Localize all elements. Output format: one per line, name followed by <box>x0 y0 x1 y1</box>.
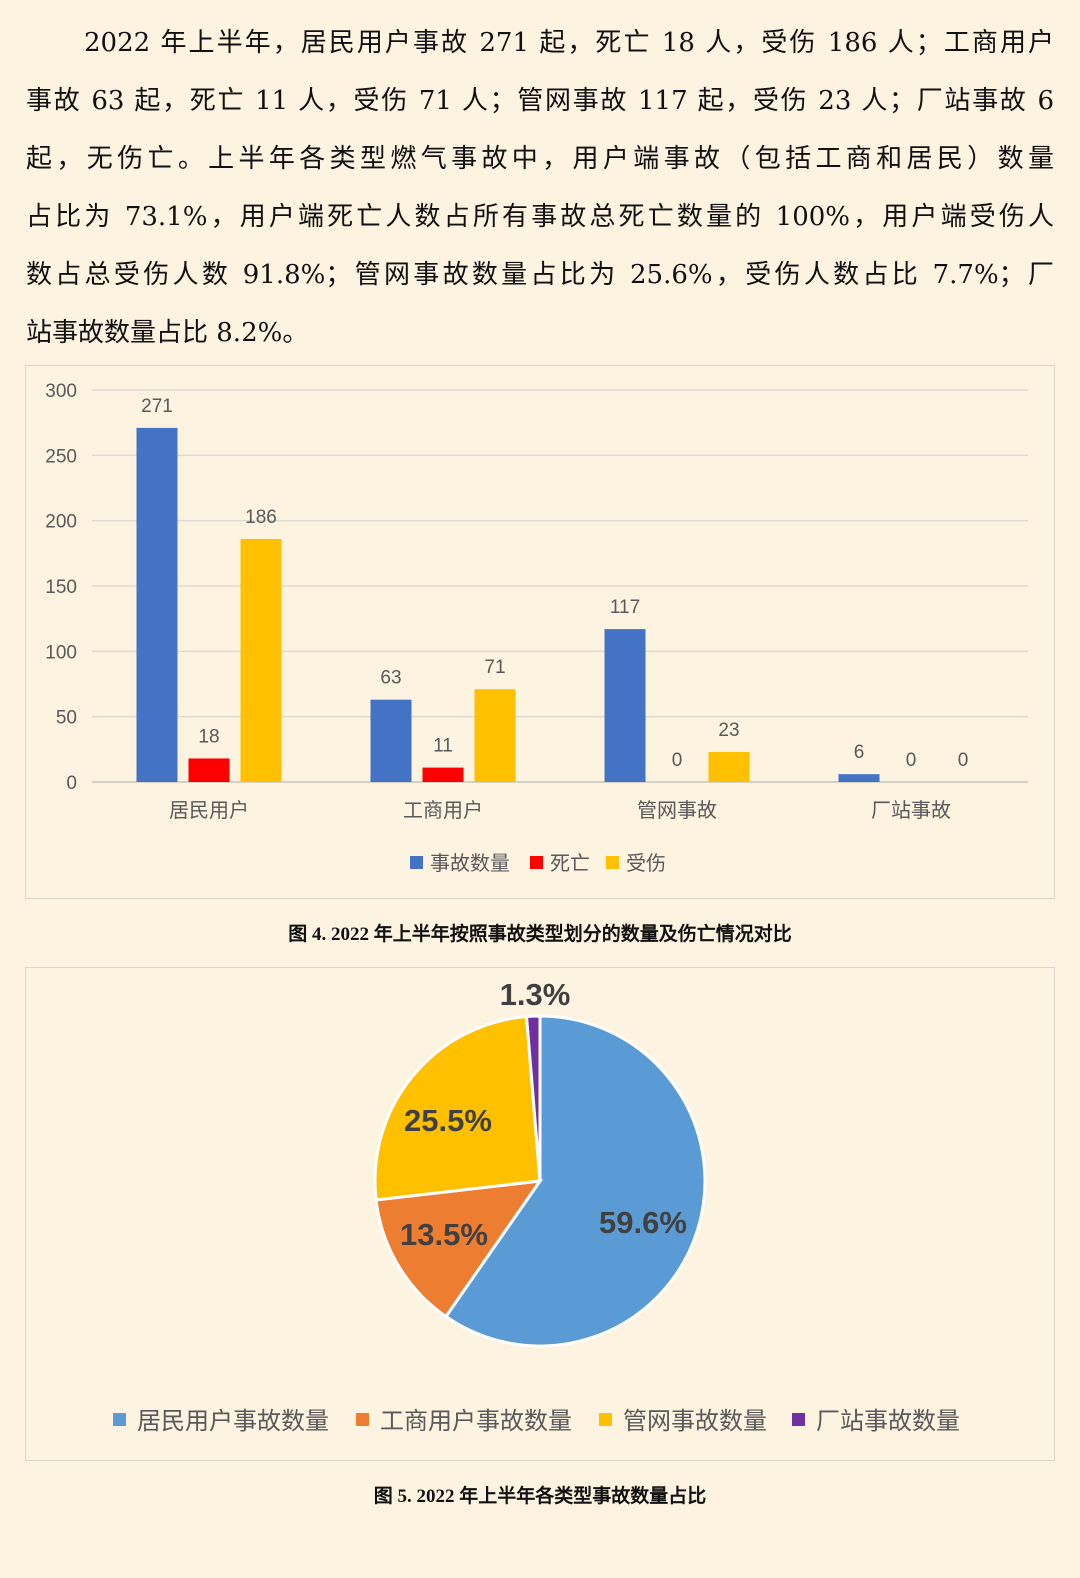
legend-swatch <box>113 1413 126 1426</box>
legend-label: 管网事故数量 <box>623 1408 767 1435</box>
data-label: 11 <box>433 736 453 757</box>
bar-受伤 <box>240 538 282 782</box>
legend-swatch <box>792 1413 805 1426</box>
bar-受伤 <box>474 689 516 782</box>
bar-死亡 <box>188 758 230 782</box>
data-label: 0 <box>672 750 683 771</box>
data-label: 18 <box>198 726 219 747</box>
bar-chart-caption: 图 4. 2022 年上半年按照事故类型划分的数量及伤亡情况对比 <box>288 924 792 945</box>
bar-事故数量 <box>370 699 412 782</box>
pie-slice <box>443 1014 707 1348</box>
legend-swatch <box>356 1413 369 1426</box>
paragraph-line: 2022 年上半年，居民用户事故 271 起，死亡 18 人，受伤 186 人；… <box>84 28 1054 58</box>
x-tick-label: 居民用户 <box>169 799 249 822</box>
bar-chart-frame <box>25 365 1055 899</box>
y-tick-label: 100 <box>45 642 77 663</box>
legend-label: 工商用户事故数量 <box>380 1408 572 1435</box>
pie-chart-frame <box>25 967 1055 1461</box>
x-tick-label: 工商用户 <box>403 799 483 822</box>
bar-受伤 <box>708 751 750 782</box>
y-tick-label: 250 <box>45 446 77 467</box>
bar-事故数量 <box>136 427 178 782</box>
pie-data-label: 59.6% <box>599 1205 687 1240</box>
y-tick-label: 0 <box>66 773 77 794</box>
legend-label: 受伤 <box>626 852 666 875</box>
x-tick-label: 管网事故 <box>637 799 717 822</box>
paragraph-line: 站事故数量占比 8.2%。 <box>26 318 309 348</box>
data-label: 186 <box>245 507 277 528</box>
y-tick-label: 50 <box>56 708 77 729</box>
pie-data-label: 1.3% <box>500 977 571 1012</box>
paragraph-line: 起，无伤亡。上半年各类型燃气事故中，用户端事故（包括工商和居民）数量 <box>26 144 1054 174</box>
data-label: 0 <box>958 750 969 771</box>
bar-事故数量 <box>604 629 646 782</box>
legend-swatch <box>530 856 543 869</box>
data-label: 71 <box>484 657 505 678</box>
y-tick-label: 150 <box>45 577 77 598</box>
paragraph-line: 事故 63 起，死亡 11 人，受伤 71 人；管网事故 117 起，受伤 23… <box>26 86 1054 116</box>
legend-swatch <box>606 856 619 869</box>
legend-label: 死亡 <box>550 852 590 875</box>
pie-slice <box>374 1179 544 1319</box>
pie-data-label: 13.5% <box>400 1217 488 1252</box>
legend-label: 事故数量 <box>430 852 510 875</box>
pie-slice <box>524 1014 542 1182</box>
data-label: 0 <box>906 750 917 771</box>
pie-data-label: 25.5% <box>404 1103 492 1138</box>
legend-swatch <box>599 1413 612 1426</box>
paragraph-line: 数占总受伤人数 91.8%；管网事故数量占比为 25.6%，受伤人数占比 7.7… <box>26 260 1054 290</box>
paragraph-line: 占比为 73.1%，用户端死亡人数占所有事故总死亡数量的 100%，用户端受伤人 <box>26 202 1054 232</box>
legend-swatch <box>410 856 423 869</box>
body-paragraph: 2022 年上半年，居民用户事故 271 起，死亡 18 人，受伤 186 人；… <box>26 14 1054 362</box>
bar-事故数量 <box>838 774 880 782</box>
data-label: 6 <box>854 742 865 763</box>
y-tick-label: 300 <box>45 381 77 402</box>
x-tick-label: 厂站事故 <box>871 799 951 822</box>
pie-slice <box>373 1014 542 1202</box>
data-label: 271 <box>141 396 173 417</box>
pie-chart-caption: 图 5. 2022 年上半年各类型事故数量占比 <box>373 1486 707 1507</box>
legend-label: 居民用户事故数量 <box>137 1408 329 1435</box>
legend-label: 厂站事故数量 <box>816 1408 960 1435</box>
bar-死亡 <box>422 767 464 782</box>
data-label: 63 <box>380 668 401 689</box>
data-label: 23 <box>718 720 739 741</box>
data-label: 117 <box>610 597 640 618</box>
y-tick-label: 200 <box>45 512 77 533</box>
